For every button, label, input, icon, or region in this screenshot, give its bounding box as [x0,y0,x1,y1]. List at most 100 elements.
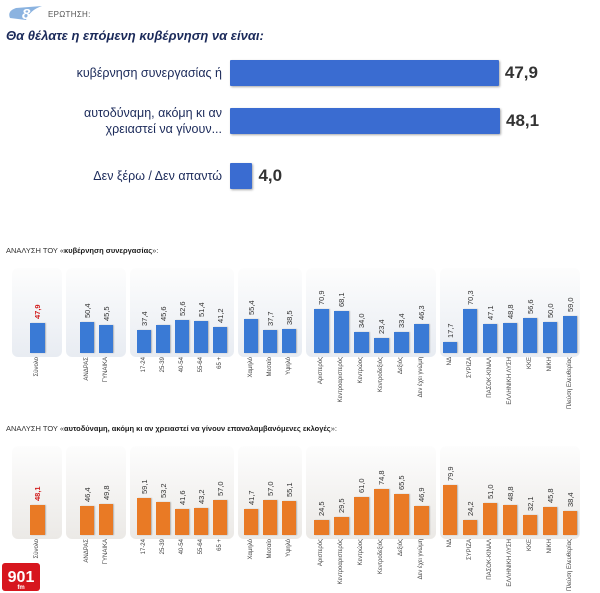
chart-category-label: 65 + [217,539,223,551]
radio-logo-sub: fm [17,585,24,591]
main-bar-label-line: Δεν ξέρω / Δεν απαντώ [93,169,222,183]
chart-bar-value: 50,4 [82,303,92,318]
chart-bar-value: 74,8 [377,470,386,485]
chart-bar [29,505,45,535]
chart-bar [263,499,277,535]
chart-bar-value: 45,8 [546,487,555,503]
chart-bar-value: 47,9 [33,304,42,320]
chart-category-label: ΑΝΔΡΑΣ [83,539,90,563]
chart-bar-value: 29,5 [337,498,346,513]
chart-bar [393,494,409,535]
chart-bar-value: 32,1 [526,496,535,512]
chart-category-label: Σύνολο [34,539,40,559]
chart-bar-value: 41,2 [216,308,225,324]
chart-bar [137,329,151,353]
main-bar-label-line: αυτοδύναμη, ακόμη κι αν [83,106,222,120]
chart-bar [98,324,113,353]
chart-bar [29,323,45,353]
chart-bar-value: 70,9 [317,290,326,306]
chart-category-label: Σύνολο [34,357,40,377]
chart-bar-value: 50,0 [546,303,555,318]
chart-bar-value: 34,0 [357,313,366,328]
chart-category-label: Δεν έχει γνώμη [418,357,424,398]
chart-bar [333,516,349,535]
chart-category-label: 17-24 [141,539,147,555]
chart-category-label: ΑΝΔΡΑΣ [83,357,90,381]
chart-category-label: ΕΛΛΗΝΙΚΗ ΛΥΣΗ [507,357,513,405]
chart-bar [503,322,517,353]
chart-bar-value: 59,1 [140,479,149,495]
chart-category-label: ΚΚΕ [527,357,533,370]
chart-bar [543,506,557,535]
chart-bar [413,324,429,353]
chart-bar-value: 49,8 [101,485,111,501]
chart-bar [333,310,349,353]
chart-bar-value: 48,1 [33,486,42,502]
chart-bar-value: 24,5 [317,501,326,516]
chart-bar [313,519,329,535]
chart-category-label: Δεν έχει γνώμη [418,539,424,580]
chart-category-label: ΣΥΡΙΖΑ [467,357,473,379]
chart-group-panel [66,446,126,539]
chart-category-label: Κεντροαριστερός [338,539,344,585]
chart-category-label: ΣΥΡΙΖΑ [467,539,473,561]
chart-bar [353,331,369,353]
chart-bar-value: 70,3 [466,290,475,306]
chart-group-panel [66,268,126,357]
chart-bar-value: 23,4 [377,319,386,335]
chart-category-label: Πλεύση Ελευθερίας [567,539,573,592]
main-bar-label-line: κυβέρνηση συνεργασίας ή [76,66,222,80]
main-bar-value: 48,1 [506,111,540,130]
chart-bar-value: 38,4 [566,492,575,508]
chart-bar-value: 57,0 [266,481,275,496]
chart-bar [443,342,457,353]
chart-bar-value: 53,2 [159,483,168,499]
chart-category-label: Μεσαίο [267,539,273,559]
chart-category-label: Υψηλό [286,357,292,375]
section-title-coalition: ΑΝΑΛΥΣΗ ΤΟΥ «κυβέρνηση συνεργασίας»: [6,246,159,255]
chart-bar-value: 55,1 [285,482,294,497]
main-bar [230,163,253,189]
chart-category-label: 25-39 [160,539,166,555]
chart-bar [194,321,208,353]
chart-category-label: 17-24 [141,357,147,373]
chart-category-label: ΠΑΣΟΚ-ΚΙΝΑΛ [487,357,493,398]
chart-bar [137,498,151,535]
chart-category-label: Μεσαίο [267,357,273,377]
chart-bar-value: 47,1 [486,305,495,320]
chart-bar-value: 46,4 [82,487,92,503]
main-bar [230,60,499,86]
chart-category-label: 25-39 [160,357,166,373]
chart-bar-value: 65,5 [397,475,406,491]
main-bar-value: 47,9 [504,63,538,82]
chart-bar [313,309,329,353]
main-bar-label: αυτοδύναμη, ακόμη κι αν χρειαστεί να γίνο… [84,105,222,137]
chart-bar [463,519,477,535]
chart-category-label: 55-64 [198,539,204,555]
chart-bar [373,338,389,353]
chart-bar [543,322,557,353]
chart-category-label: ΝΙΚΗ [547,539,553,554]
chart-bar [213,499,227,535]
chart-bar [175,509,189,535]
chart-bar-value: 45,6 [159,306,168,321]
chart-bar [483,323,497,353]
chart-category-label: 40-54 [179,357,185,373]
chart-bar [413,505,429,535]
chart-bar-value: 51,4 [197,302,206,318]
radio-logo-text: 901 [8,569,35,586]
section-title-majority: ΑΝΑΛΥΣΗ ΤΟΥ «αυτοδύναμη, ακόμη κι αν χρε… [6,424,337,433]
chart-category-label: ΠΑΣΟΚ-ΚΙΝΑΛ [487,539,493,580]
chart-bar [98,504,113,535]
chart-bar [244,318,258,353]
chart-bar-value: 43,2 [197,489,206,505]
question-title: Θα θέλατε η επόμενη κυβέρνηση να είναι: [6,28,264,43]
chart-category-label: ΝΙΚΗ [547,357,553,372]
chart-category-label: Δεξιός [398,357,404,374]
chart-category-label: Αριστερός [318,357,324,385]
main-bar-label-line: χρειαστεί να γίνουν... [105,122,222,136]
chart-bar [373,488,389,535]
chart-category-label: ΝΔ [447,539,453,548]
chart-bar [194,508,208,535]
chart-bar-value: 33,4 [397,313,406,329]
